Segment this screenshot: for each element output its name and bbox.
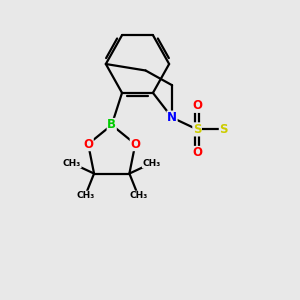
Text: S: S bbox=[219, 123, 228, 136]
Text: B: B bbox=[107, 118, 116, 131]
Text: CH₃: CH₃ bbox=[142, 159, 160, 168]
Text: O: O bbox=[83, 138, 93, 151]
Text: O: O bbox=[192, 146, 202, 159]
Text: O: O bbox=[130, 138, 140, 151]
Text: CH₃: CH₃ bbox=[129, 191, 147, 200]
Text: CH₃: CH₃ bbox=[63, 159, 81, 168]
Text: CH₃: CH₃ bbox=[76, 191, 94, 200]
Text: O: O bbox=[192, 99, 202, 112]
Text: N: N bbox=[167, 111, 177, 124]
Text: S: S bbox=[193, 123, 201, 136]
